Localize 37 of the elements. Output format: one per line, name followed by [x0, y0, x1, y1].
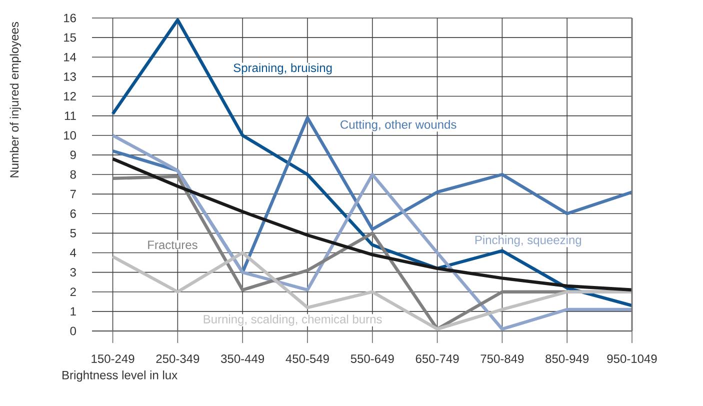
x-tick-label: 250-349 [156, 354, 200, 364]
y-tick-label: 8 [70, 170, 76, 179]
y-tick-label: 11 [64, 112, 76, 120]
line-series [111, 251, 634, 331]
y-tick-label: 1 [70, 307, 76, 316]
y-tick-label: 13 [64, 72, 76, 81]
y-tick-label: 9 [70, 150, 76, 160]
y-tick-label: 16 [64, 14, 76, 22]
y-tick-label: 12 [64, 92, 76, 100]
x-tick-label: 650-749 [416, 354, 459, 364]
x-tick-label: 550-649 [350, 354, 394, 364]
y-tick-label: 4 [70, 248, 76, 257]
x-tick-label: 850-949 [546, 354, 589, 364]
y-axis-title: Number of injured employees [10, 22, 21, 178]
x-axis-title: Brightness level in lux [62, 370, 178, 382]
line-series [111, 157, 634, 292]
series-label: Burning, scalding, chemical burns [204, 314, 382, 326]
x-tick-label: 350-449 [221, 354, 264, 364]
y-tick-label: 5 [70, 228, 76, 238]
text: Pinching, squeezing [475, 235, 582, 247]
x-tick-label: 950-1049 [607, 354, 657, 364]
x-tick-label: 750-849 [480, 354, 524, 364]
series-label: Fractures [148, 240, 198, 250]
series-label: Spraining, bruising [234, 63, 332, 74]
y-tick-label: 15 [64, 33, 76, 42]
y-tick-label: 10 [64, 131, 76, 140]
x-tick-label: 450-549 [286, 354, 329, 364]
y-tick-label: 14 [64, 53, 76, 62]
line-series [111, 134, 634, 331]
y-tick-label: 3 [70, 268, 76, 277]
y-tick-label: 7 [70, 190, 76, 198]
line-series [111, 18, 634, 308]
y-tick-label: 0 [70, 326, 76, 336]
y-tick-label: 2 [70, 288, 76, 296]
x-tick-label: 150-249 [92, 354, 134, 364]
series-label: Cutting, other wounds [340, 120, 456, 132]
y-tick-label: 6 [70, 209, 76, 218]
